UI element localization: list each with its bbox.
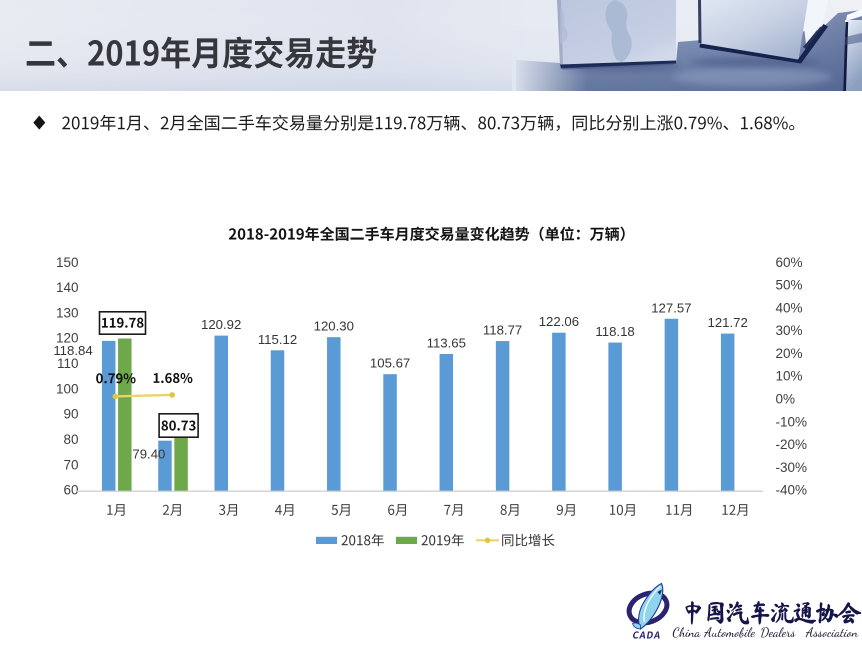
- svg-text:118.18: 118.18: [595, 324, 634, 339]
- svg-text:-20%: -20%: [776, 437, 808, 452]
- svg-text:60%: 60%: [776, 255, 803, 270]
- svg-text:105.67: 105.67: [370, 356, 410, 371]
- svg-text:-10%: -10%: [776, 414, 808, 429]
- svg-text:0%: 0%: [776, 392, 796, 407]
- svg-text:50%: 50%: [776, 278, 803, 293]
- svg-text:100: 100: [56, 381, 79, 396]
- svg-text:120: 120: [56, 331, 79, 346]
- svg-text:90: 90: [63, 407, 78, 422]
- svg-text:115.12: 115.12: [258, 332, 297, 347]
- svg-text:30%: 30%: [776, 323, 803, 338]
- svg-text:-40%: -40%: [776, 483, 808, 498]
- svg-text:127.57: 127.57: [651, 300, 691, 315]
- svg-text:-30%: -30%: [776, 460, 808, 475]
- svg-text:40%: 40%: [776, 300, 803, 315]
- svg-text:130: 130: [56, 305, 79, 320]
- svg-text:120.30: 120.30: [314, 319, 354, 334]
- svg-text:118.84: 118.84: [53, 343, 92, 358]
- svg-text:122.06: 122.06: [539, 314, 579, 329]
- svg-text:110: 110: [57, 356, 79, 371]
- svg-text:140: 140: [56, 280, 79, 295]
- svg-text:60: 60: [63, 483, 78, 498]
- svg-text:79.40: 79.40: [132, 447, 165, 462]
- svg-text:121.72: 121.72: [708, 315, 748, 330]
- svg-text:118.77: 118.77: [483, 323, 522, 338]
- svg-text:70: 70: [63, 457, 78, 472]
- svg-text:113.65: 113.65: [427, 336, 466, 351]
- svg-text:120.92: 120.92: [201, 317, 241, 332]
- svg-text:10%: 10%: [776, 369, 803, 384]
- svg-text:80: 80: [63, 432, 78, 447]
- svg-text:20%: 20%: [776, 346, 803, 361]
- svg-text:150: 150: [56, 255, 79, 270]
